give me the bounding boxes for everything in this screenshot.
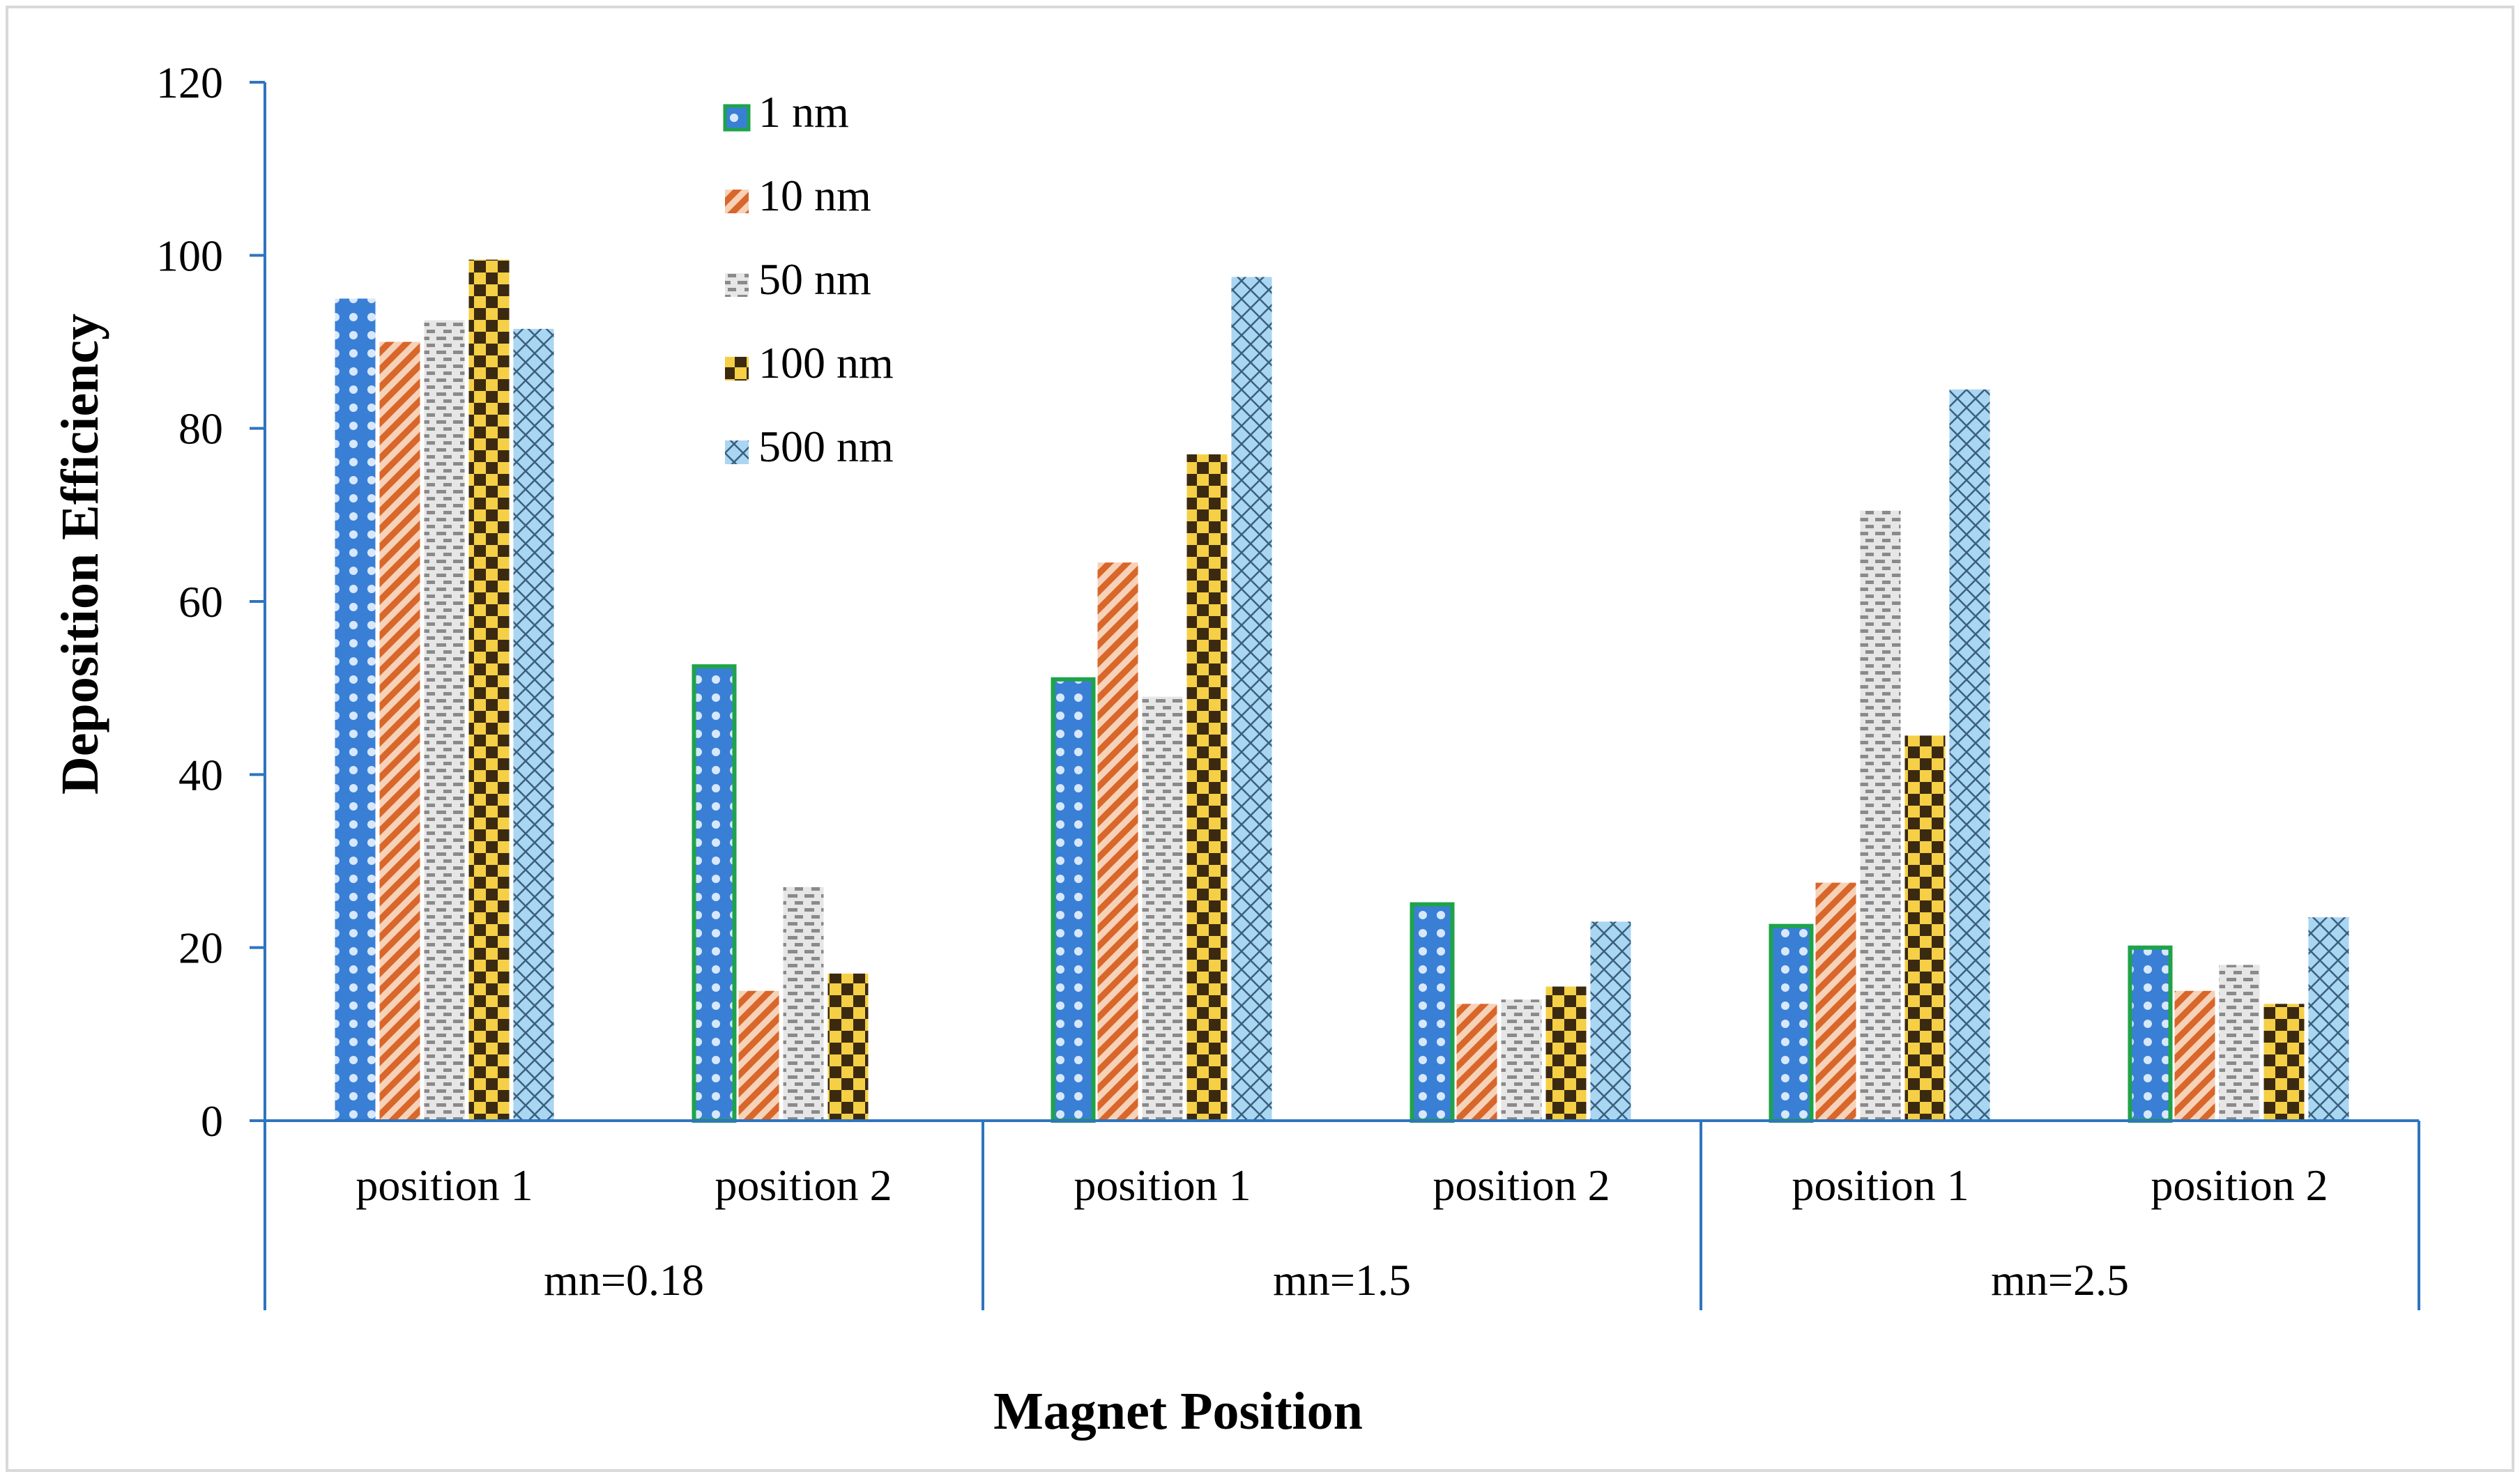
bar-500nm-4	[1949, 389, 1990, 1121]
y-tick-label: 100	[156, 231, 223, 280]
x-axis: position 1 position 2 position 1 position 2…	[264, 1119, 2420, 1310]
x-axis-title: Magnet Position	[993, 1382, 1363, 1441]
bar-1nm-2	[1051, 677, 1096, 1123]
y-tick-label: 0	[201, 1096, 223, 1146]
bar-10nm-3	[1456, 1004, 1497, 1121]
legend-label: 50 nm	[758, 254, 871, 304]
bar-1nm-5	[2128, 945, 2173, 1123]
x-group-label: mn=1.5	[1273, 1255, 1411, 1305]
bar-50nm-0	[424, 320, 465, 1121]
y-axis: 0 20 40 60 80 100 120	[156, 58, 266, 1310]
bar-10nm-2	[1097, 562, 1138, 1121]
bar-50nm-1	[783, 887, 824, 1121]
x-category-label: position 2	[2151, 1160, 2328, 1210]
bar-1nm-0	[335, 298, 376, 1121]
x-category-label: position 2	[715, 1160, 892, 1210]
bar-500nm-0	[513, 328, 554, 1121]
bar-100nm-5	[2263, 1004, 2305, 1121]
legend-swatch	[725, 357, 749, 381]
x-category-label: position 1	[1074, 1160, 1251, 1210]
legend-label: 10 nm	[758, 171, 871, 220]
bar-50nm-4	[1860, 510, 1901, 1121]
bar-50nm-3	[1501, 999, 1542, 1121]
legend-swatch	[723, 104, 751, 132]
legend-swatch	[725, 273, 749, 297]
x-group-label: mn=0.18	[544, 1255, 704, 1305]
bar-10nm-4	[1815, 882, 1856, 1121]
x-category-label: position 1	[1792, 1160, 1969, 1210]
bar-1nm-4	[1769, 923, 1814, 1123]
y-tick-label: 80	[178, 404, 223, 454]
bar-100nm-2	[1186, 454, 1228, 1121]
y-axis-title: Deposition Efficiency	[51, 314, 109, 795]
legend-label: 100 nm	[758, 338, 894, 387]
x-category-label: position 2	[1433, 1160, 1610, 1210]
legend-swatch	[725, 440, 749, 464]
legend-label: 1 nm	[758, 87, 849, 137]
y-tick-label: 120	[156, 58, 223, 107]
bar-100nm-3	[1545, 986, 1587, 1121]
bar-500nm-2	[1231, 277, 1272, 1121]
bar-100nm-4	[1904, 735, 1946, 1121]
bar-10nm-5	[2174, 990, 2215, 1121]
bar-100nm-1	[827, 973, 869, 1121]
bars	[335, 259, 2349, 1123]
bar-10nm-1	[738, 990, 779, 1121]
bar-500nm-5	[2308, 917, 2349, 1121]
x-group-label: mn=2.5	[1991, 1255, 2129, 1305]
legend-swatch	[725, 190, 749, 213]
y-tick-label: 60	[178, 577, 223, 627]
legend: 1 nm 10 nm 50 nm 100 nm 500 nm	[723, 87, 894, 471]
y-tick-label: 20	[178, 923, 223, 973]
bar-10nm-0	[379, 342, 420, 1121]
x-category-label: position 1	[356, 1160, 533, 1210]
legend-label: 500 nm	[758, 422, 894, 471]
y-tick-label: 40	[178, 750, 223, 799]
bar-1nm-1	[692, 664, 737, 1123]
bar-50nm-5	[2219, 965, 2260, 1121]
bar-500nm-3	[1590, 921, 1631, 1121]
bar-50nm-2	[1142, 696, 1183, 1121]
bar-1nm-3	[1410, 902, 1455, 1123]
bar-100nm-0	[468, 259, 510, 1121]
